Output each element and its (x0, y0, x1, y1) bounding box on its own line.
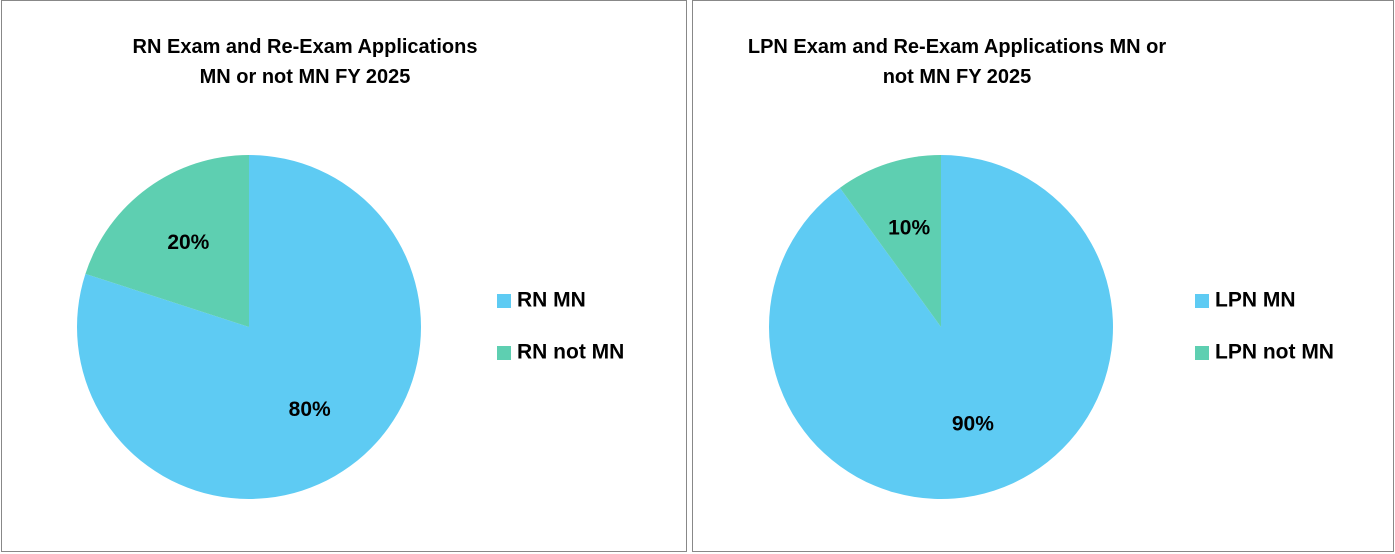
data-label: 20% (167, 231, 209, 254)
data-label: 10% (888, 216, 930, 239)
pie-slice (839, 155, 941, 327)
legend-swatch (497, 346, 511, 360)
data-label: 80% (289, 398, 331, 421)
legend-swatch (1195, 294, 1209, 308)
chart-title: RN Exam and Re-Exam Applications MN or n… (132, 36, 478, 88)
pie-slice (85, 155, 250, 327)
legend-label: RN not MN (517, 341, 624, 364)
chart-panel (692, 0, 1394, 552)
legend-label: RN MN (517, 289, 586, 312)
data-label: 90% (952, 413, 994, 436)
legend-swatch (497, 294, 511, 308)
legend-swatch (1195, 346, 1209, 360)
chart-title: LPN Exam and Re-Exam Applications MN or … (747, 36, 1167, 88)
legend-label: LPN MN (1215, 289, 1296, 312)
legend-label: LPN not MN (1215, 341, 1334, 364)
chart-panel (1, 0, 687, 552)
